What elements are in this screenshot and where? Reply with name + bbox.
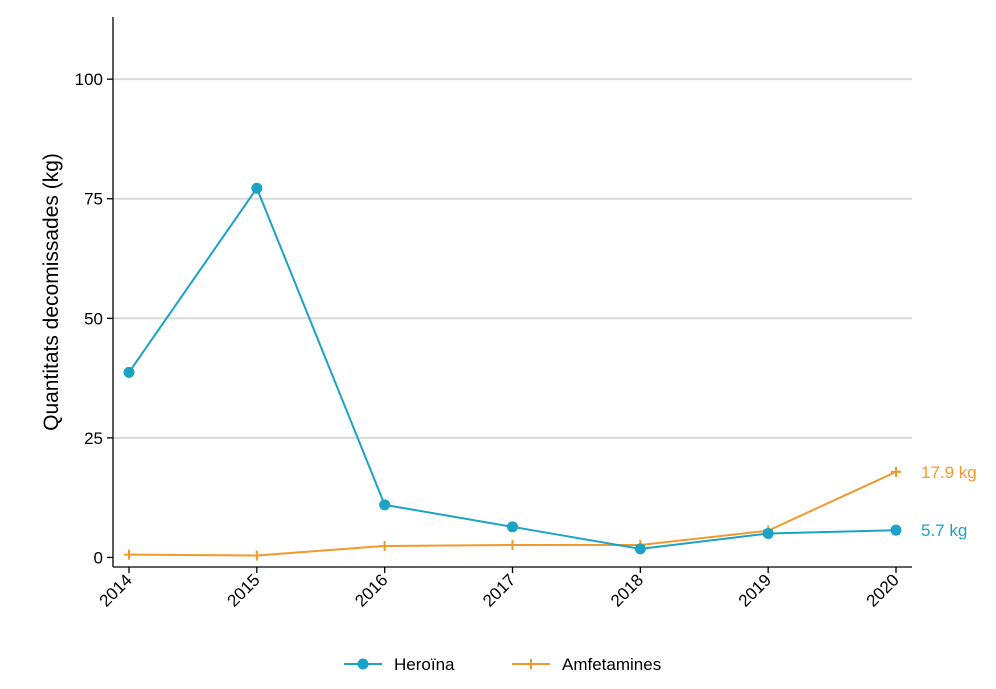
y-tick-label: 100 (75, 70, 103, 89)
data-point (507, 521, 518, 533)
data-point (507, 540, 518, 550)
grid-lines (113, 78, 912, 439)
x-tick-label: 2018 (607, 570, 647, 610)
y-axis-title: Quantitats decomissades (kg) (40, 153, 63, 431)
data-point (890, 524, 902, 536)
x-tick-label: 2019 (735, 570, 775, 610)
x-tick-label: 2016 (351, 570, 391, 610)
x-tick-label: 2017 (479, 570, 519, 610)
series-0: 5.7 kg (123, 182, 967, 555)
data-point (379, 499, 391, 511)
legend-item: Heroïna (344, 655, 455, 674)
legend-item: Amfetamines (512, 655, 661, 674)
legend-label: Heroïna (394, 655, 455, 674)
y-tick-label: 50 (84, 309, 103, 328)
data-point (251, 182, 263, 194)
y-tick-label: 25 (84, 429, 103, 448)
series-line (128, 186, 897, 550)
y-axis-ticks: 0 25 50 75 100 (75, 70, 113, 567)
data-point (634, 543, 646, 555)
legend-marker (526, 659, 536, 669)
legend: Heroïna Amfetamines (344, 655, 661, 674)
series-1: 17.9 kg (124, 463, 977, 561)
y-tick-label: 75 (84, 190, 103, 209)
legend-label: Amfetamines (562, 655, 661, 674)
x-tick-label: 2014 (96, 570, 136, 610)
data-point (251, 550, 262, 561)
x-tick-label: 2015 (223, 570, 263, 610)
legend-marker (357, 658, 369, 670)
data-point (123, 366, 135, 378)
data-point (762, 528, 774, 540)
data-point (124, 549, 134, 560)
series-layer: 17.9 kg 5.7 kg (123, 182, 977, 561)
y-tick-label: 0 (94, 548, 103, 567)
end-value-label: 5.7 kg (921, 521, 967, 540)
end-value-label: 17.9 kg (921, 463, 977, 482)
x-axis-ticks: 2014 2015 2016 2017 2018 2019 2020 (96, 567, 903, 611)
x-tick-label: 2020 (863, 570, 903, 610)
data-point (891, 466, 901, 477)
data-point (379, 540, 390, 551)
